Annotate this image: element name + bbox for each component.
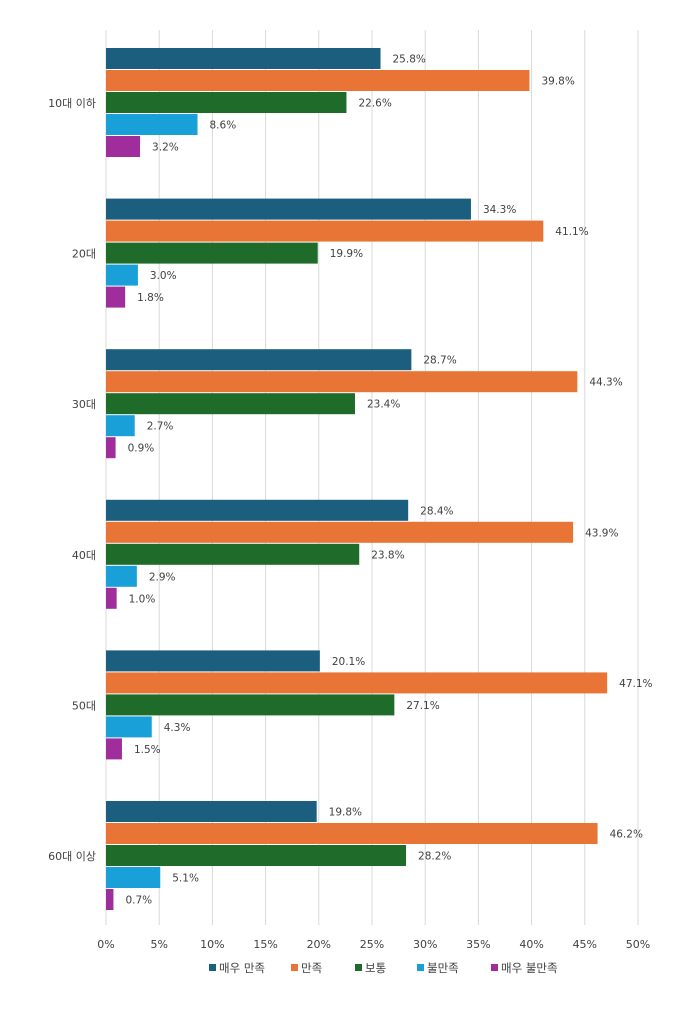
x-tick-label: 30% (413, 938, 437, 951)
category-label: 30대 (72, 398, 96, 411)
x-tick-label: 50% (626, 938, 650, 951)
bar (106, 393, 355, 415)
data-label: 46.2% (610, 829, 643, 841)
x-tick-label: 10% (200, 938, 224, 951)
bar (106, 70, 530, 91)
legend-label: 매우 만족 (219, 961, 265, 975)
x-tick-label: 40% (519, 938, 543, 951)
data-label: 20.1% (332, 656, 365, 668)
bar (106, 415, 135, 437)
bar (106, 264, 138, 286)
bar (106, 565, 137, 587)
bar (106, 587, 117, 609)
bar (106, 889, 114, 910)
bar (106, 136, 141, 157)
legend-label: 불만족 (427, 961, 459, 975)
legend-label: 만족 (301, 961, 322, 975)
data-label: 39.8% (541, 76, 574, 88)
legend-swatch (209, 964, 216, 971)
gridlines (105, 30, 639, 925)
data-label: 5.1% (172, 873, 199, 885)
x-tick-label: 15% (253, 938, 277, 951)
legend-swatch (291, 964, 298, 971)
x-tick-label: 20% (307, 938, 331, 951)
bar (106, 543, 360, 565)
data-label: 22.6% (358, 98, 391, 110)
x-tick-label: 25% (360, 938, 384, 951)
legend-swatch (417, 964, 424, 971)
bar (106, 92, 347, 113)
x-tick-label: 35% (466, 938, 490, 951)
data-label: 0.9% (128, 443, 155, 455)
bar (106, 738, 122, 760)
data-label: 1.5% (134, 744, 161, 756)
bar (106, 242, 318, 264)
bar (106, 286, 126, 308)
data-label: 43.9% (585, 527, 618, 539)
data-label: 28.2% (418, 851, 451, 863)
bar (106, 349, 412, 371)
x-tick-label: 5% (150, 938, 167, 951)
data-label: 0.7% (125, 895, 152, 907)
bar (106, 220, 544, 242)
data-label: 1.8% (137, 292, 164, 304)
data-label: 4.3% (164, 722, 191, 734)
data-label: 44.3% (589, 377, 622, 389)
data-label: 19.9% (330, 248, 363, 260)
data-label: 27.1% (406, 700, 439, 712)
bar (106, 48, 381, 69)
legend-label: 보통 (365, 961, 386, 975)
bar (106, 198, 471, 220)
bar (106, 650, 320, 672)
bar (106, 371, 578, 393)
x-tick-label: 45% (573, 938, 597, 951)
bar (106, 499, 409, 521)
bar (106, 672, 608, 694)
data-label: 23.4% (367, 399, 400, 411)
data-label: 34.3% (483, 204, 516, 216)
value-axis: 0% 5% 10% 15% 20% 25% 30% 35% 40% 45% 50% (97, 938, 650, 951)
category-label: 50대 (72, 699, 96, 712)
legend: 매우 만족 만족 보통 불만족 매우 불만족 (209, 961, 558, 975)
bar (106, 867, 161, 888)
data-label: 2.7% (147, 421, 174, 433)
data-label: 28.7% (423, 355, 456, 367)
data-label: 41.1% (555, 226, 588, 238)
bars (106, 48, 608, 910)
x-tick-label: 0% (97, 938, 114, 951)
data-label: 8.6% (210, 120, 237, 132)
category-label: 40대 (72, 549, 96, 562)
legend-swatch (491, 964, 498, 971)
legend-swatch (355, 964, 362, 971)
data-label: 3.2% (152, 142, 179, 154)
data-label: 25.8% (393, 54, 426, 66)
category-label: 60대 이상 (48, 850, 96, 863)
category-axis: 10대 이하 20대 30대 40대 50대 60대 이상 (48, 96, 96, 863)
category-label: 20대 (72, 248, 96, 261)
data-label: 2.9% (149, 571, 176, 583)
data-label: 19.8% (329, 807, 362, 819)
bar (106, 521, 574, 543)
bar (106, 114, 198, 135)
bar (106, 437, 116, 459)
category-label: 10대 이하 (48, 96, 96, 110)
bar (106, 801, 317, 822)
data-label: 28.4% (420, 505, 453, 517)
data-label: 23.8% (371, 549, 404, 561)
bar (106, 845, 407, 866)
legend-label: 매우 불만족 (501, 961, 558, 975)
data-label: 47.1% (619, 678, 652, 690)
bar (106, 694, 395, 716)
bar (106, 823, 598, 844)
data-label: 3.0% (150, 270, 177, 282)
bar (106, 716, 152, 738)
data-labels: 25.8% 39.8% 22.6% 8.6% 3.2% 34.3% 41.1% 19.9% 3.… (125, 54, 652, 907)
data-label: 1.0% (129, 593, 156, 605)
